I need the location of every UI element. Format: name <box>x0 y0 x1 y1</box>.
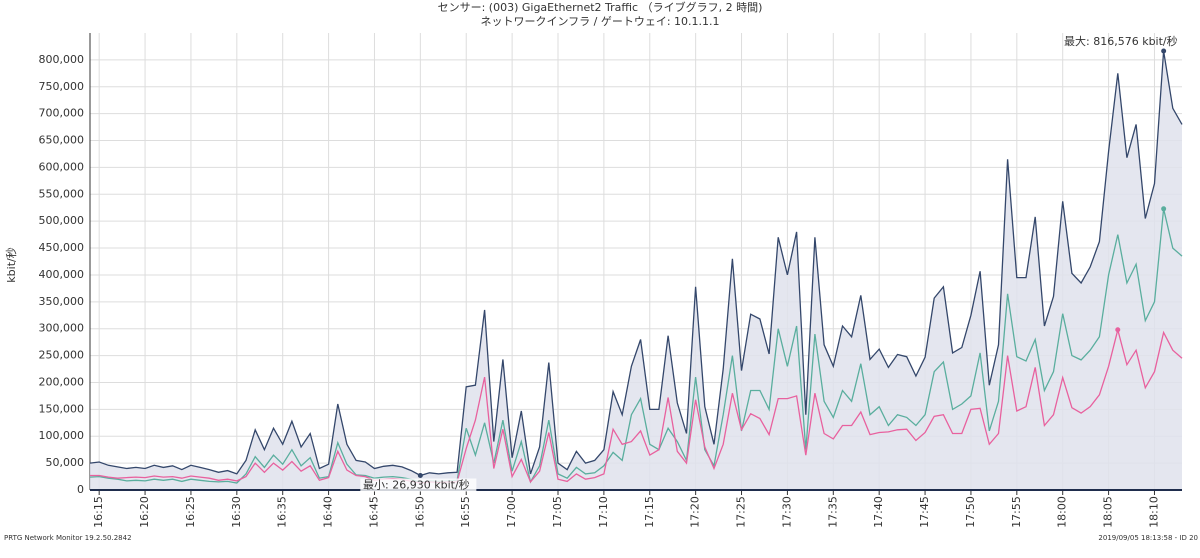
max-dot <box>1161 206 1167 212</box>
x-tick-label: 17:05 <box>551 496 564 528</box>
y-tick-label: 150,000 <box>39 402 85 415</box>
series-line <box>89 208 1183 484</box>
x-tick-label: 17:50 <box>964 496 977 528</box>
y-tick-label: 450,000 <box>39 241 85 254</box>
y-tick-label: 250,000 <box>39 349 85 362</box>
series-line <box>89 50 1183 477</box>
y-tick-label: 350,000 <box>39 295 85 308</box>
y-tick-label: 400,000 <box>39 268 85 281</box>
x-tick-label: 17:55 <box>1010 496 1023 528</box>
y-axis-label: kbit/秒 <box>4 247 18 282</box>
x-tick-label: 16:25 <box>184 496 197 528</box>
y-tick-label: 0 <box>77 483 84 496</box>
x-tick-label: 17:20 <box>689 496 702 528</box>
x-tick-label: 16:30 <box>230 496 243 528</box>
series-line <box>90 329 1183 484</box>
y-tick-label: 600,000 <box>39 160 85 173</box>
y-tick-label: 300,000 <box>39 322 85 335</box>
x-tick-label: 17:15 <box>643 496 656 528</box>
y-tick-label: 100,000 <box>39 429 85 442</box>
y-tick-label: 650,000 <box>39 134 85 147</box>
chart-title: センサー: (003) GigaEthernet2 Traffic （ライブグラ… <box>438 0 763 14</box>
area <box>90 51 1182 490</box>
footer-left: PRTG Network Monitor 19.2.50.2842 <box>4 534 132 542</box>
x-tick-label: 16:20 <box>138 496 151 528</box>
footer-right: 2019/09/05 18:13:58 - ID 20 <box>1098 534 1198 542</box>
max-dot <box>1115 327 1121 333</box>
x-tick-label: 17:45 <box>918 496 931 528</box>
y-tick-label: 700,000 <box>39 107 85 120</box>
x-tick-label: 18:00 <box>1056 496 1069 528</box>
max-dot <box>1161 48 1167 54</box>
y-tick-label: 550,000 <box>39 187 85 200</box>
x-tick-label: 16:40 <box>322 496 335 528</box>
x-tick-label: 16:55 <box>459 496 472 528</box>
x-tick-label: 17:25 <box>735 496 748 528</box>
min-dot <box>417 473 423 479</box>
x-tick-label: 16:35 <box>276 496 289 528</box>
y-tick-label: 50,000 <box>46 456 85 469</box>
x-tick-label: 17:35 <box>826 496 839 528</box>
y-tick-label: 750,000 <box>39 80 85 93</box>
x-tick-label: 17:30 <box>780 496 793 528</box>
chart-subtitle: ネットワークインフラ / ゲートウェイ: 10.1.1.1 <box>480 15 719 28</box>
x-tick-label: 16:45 <box>367 496 380 528</box>
min-annotation: 最小: 26,930 kbit/秒 <box>363 478 470 492</box>
x-tick-label: 17:10 <box>597 496 610 528</box>
y-tick-label: 500,000 <box>39 214 85 227</box>
x-tick-label: 17:00 <box>505 496 518 528</box>
y-tick-label: 200,000 <box>39 375 85 388</box>
x-tick-label: 16:15 <box>92 496 105 528</box>
min-annotation-bg <box>360 478 477 492</box>
x-tick-label: 17:40 <box>872 496 885 528</box>
x-tick-label: 18:05 <box>1102 496 1115 528</box>
x-tick-label: 16:50 <box>413 496 426 528</box>
x-tick-label: 18:10 <box>1147 496 1160 528</box>
y-tick-label: 800,000 <box>39 53 85 66</box>
max-annotation: 最大: 816,576 kbit/秒 <box>1064 34 1178 48</box>
